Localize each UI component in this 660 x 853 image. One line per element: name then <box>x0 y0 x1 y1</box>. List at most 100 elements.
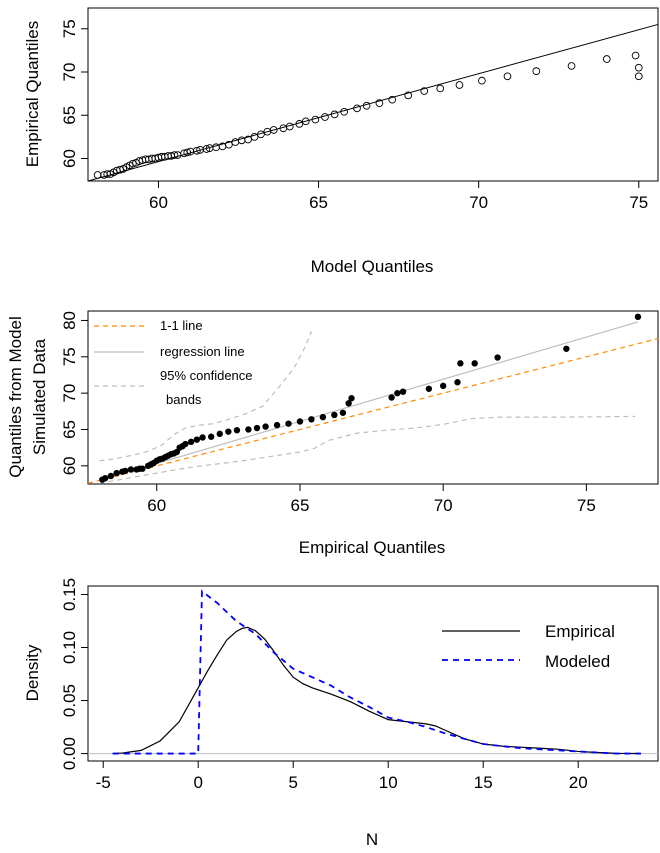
legend-label-1-1-line: 1-1 line <box>160 318 203 333</box>
y-tick-label: 0.00 <box>60 737 79 770</box>
data-point <box>532 67 541 75</box>
data-point <box>634 63 643 72</box>
legend-label-regression: regression line <box>160 344 245 359</box>
axis-ticks: -5 0 5 10 15 20 0.00 0.05 0.10 0.15 <box>60 578 588 792</box>
data-point <box>425 385 433 392</box>
data-point <box>330 110 339 119</box>
data-point <box>494 354 501 361</box>
x-tick-label: 10 <box>379 773 398 792</box>
panel-model-quantiles: 60 65 70 75 60 65 70 75 Model Quantiles Empiric… <box>23 7 659 276</box>
x-tick-label: -5 <box>96 773 111 792</box>
data-point <box>182 440 189 448</box>
x-axis-label: N <box>366 830 378 849</box>
data-point <box>567 62 576 70</box>
fit-line <box>87 23 659 182</box>
y-axis-label-line-2: Simulated Data <box>30 338 49 455</box>
x-tick-label: 20 <box>569 773 588 792</box>
data-point <box>253 424 261 432</box>
data-marks <box>87 23 659 182</box>
data-point <box>404 91 413 100</box>
data-point <box>296 418 304 425</box>
data-point <box>225 428 232 435</box>
data-point <box>250 133 259 141</box>
x-tick-label: 65 <box>309 193 328 212</box>
plot-frame <box>87 585 659 762</box>
data-point <box>212 143 220 152</box>
y-tick-label: 60 <box>60 456 79 475</box>
modeled-density-line <box>112 589 641 755</box>
lower-confidence-band <box>99 415 636 484</box>
upper-confidence-band <box>99 331 312 462</box>
y-tick-label: 70 <box>60 384 79 403</box>
data-point <box>301 117 310 126</box>
x-tick-label: 60 <box>149 193 168 212</box>
data-point <box>321 113 329 121</box>
data-point <box>394 389 401 397</box>
data-point <box>388 394 395 401</box>
data-point <box>116 165 124 174</box>
data-point <box>457 360 464 367</box>
legend: 1-1 line regression line 95% confidence … <box>94 318 253 407</box>
data-point <box>602 55 611 63</box>
x-tick-label: 65 <box>290 496 309 515</box>
y-tick-label: 60 <box>60 149 79 168</box>
data-point <box>319 413 327 421</box>
panel-simulated-quantiles: 60 65 70 75 60 65 70 75 80 1-1 line regression l… <box>6 310 659 557</box>
data-point <box>353 104 361 113</box>
data-point <box>170 151 179 159</box>
data-point <box>237 136 246 145</box>
data-point <box>273 421 281 429</box>
x-axis-label: Model Quantiles <box>311 257 434 276</box>
legend-label-modeled: Modeled <box>545 652 610 671</box>
legend-label-confidence: 95% confidence <box>160 368 253 383</box>
data-point <box>207 433 215 440</box>
y-axis-label: Density <box>23 644 42 701</box>
y-tick-label: 65 <box>60 420 79 439</box>
data-point <box>216 430 223 438</box>
data-point <box>285 420 292 427</box>
y-axis-label: Empirical Quantiles <box>23 21 42 167</box>
data-point <box>295 120 304 128</box>
data-point <box>193 146 201 155</box>
data-point <box>563 345 570 352</box>
empirical-density-line <box>112 626 641 755</box>
y-tick-label: 80 <box>60 311 79 330</box>
x-tick-label: 0 <box>193 773 202 792</box>
data-point <box>122 467 129 475</box>
data-point <box>345 400 352 407</box>
legend-label-bands: bands <box>166 392 202 407</box>
data-point <box>471 360 478 367</box>
data-point <box>339 409 347 416</box>
plot-frame <box>87 310 659 485</box>
data-point <box>436 84 445 93</box>
data-point <box>399 388 407 395</box>
data-point <box>193 436 201 443</box>
density-curves <box>88 589 658 755</box>
plot-frame <box>87 7 659 182</box>
data-point <box>375 99 384 108</box>
y-tick-label: 65 <box>60 106 79 125</box>
data-point <box>257 130 265 139</box>
regression-line <box>99 321 639 481</box>
y-tick-label: 0.05 <box>60 684 79 717</box>
x-axis-label: Empirical Quantiles <box>299 538 445 557</box>
data-point <box>634 313 642 321</box>
data-point <box>388 95 397 104</box>
data-point <box>269 126 278 134</box>
x-tick-label: 15 <box>474 773 493 792</box>
data-point <box>308 416 315 423</box>
data-point <box>233 427 241 434</box>
data-point <box>285 122 294 131</box>
legend: Empirical Modeled <box>442 622 615 671</box>
data-point <box>128 159 137 168</box>
data-point <box>503 72 512 81</box>
reference-lines <box>87 321 659 484</box>
data-point <box>244 135 252 144</box>
data-point <box>113 469 120 477</box>
y-tick-label: 75 <box>60 347 79 366</box>
data-marks <box>99 313 642 483</box>
panel-density: -5 0 5 10 15 20 0.00 0.05 0.10 0.15 Empirical Mod… <box>23 578 659 849</box>
data-point <box>634 72 643 81</box>
y-tick-label: 70 <box>60 63 79 82</box>
